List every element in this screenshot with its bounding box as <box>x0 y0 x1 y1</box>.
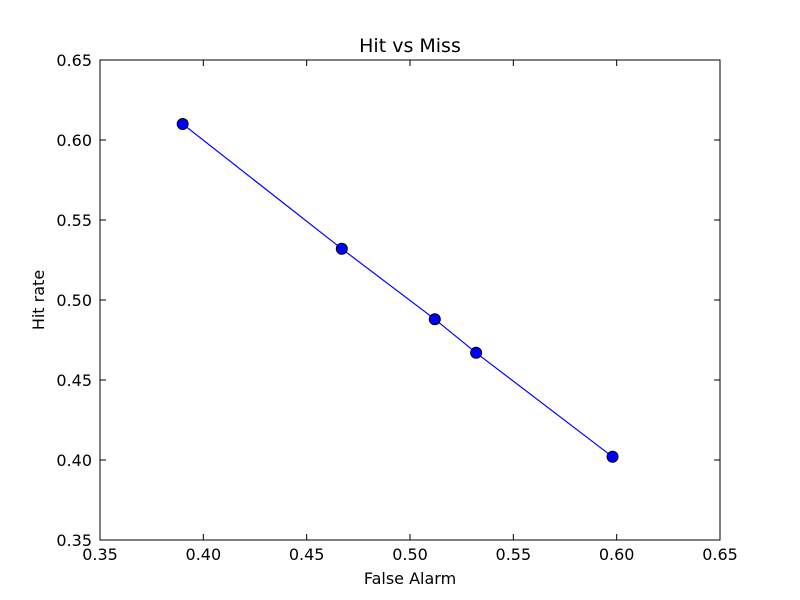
x-tick-label: 0.65 <box>702 545 738 564</box>
x-tick-label: 0.40 <box>186 545 222 564</box>
x-tick-label: 0.45 <box>289 545 325 564</box>
x-tick-label: 0.35 <box>82 545 118 564</box>
x-tick-label: 0.55 <box>496 545 532 564</box>
y-tick-label: 0.60 <box>56 131 92 150</box>
y-tick-label: 0.35 <box>56 531 92 550</box>
y-tick-label: 0.40 <box>56 451 92 470</box>
data-point <box>606 450 619 463</box>
series-layer <box>176 118 619 463</box>
x-tick-label: 0.50 <box>392 545 428 564</box>
y-tick-label: 0.55 <box>56 211 92 230</box>
data-point <box>428 313 441 326</box>
data-point <box>335 242 348 255</box>
x-axis-label: False Alarm <box>364 569 456 588</box>
x-axis-ticks: 0.35 0.40 0.45 0.50 0.55 0.60 0.65 <box>82 60 738 564</box>
y-axis-label: Hit rate <box>29 270 48 330</box>
data-point <box>470 346 483 359</box>
chart-title: Hit vs Miss <box>359 35 461 57</box>
data-point <box>176 118 189 130</box>
y-tick-label: 0.65 <box>56 51 92 70</box>
y-tick-label: 0.50 <box>56 291 92 310</box>
y-tick-label: 0.45 <box>56 371 92 390</box>
x-tick-label: 0.60 <box>599 545 635 564</box>
y-axis-ticks: 0.35 0.40 0.45 0.50 0.55 0.60 0.65 <box>56 51 720 550</box>
